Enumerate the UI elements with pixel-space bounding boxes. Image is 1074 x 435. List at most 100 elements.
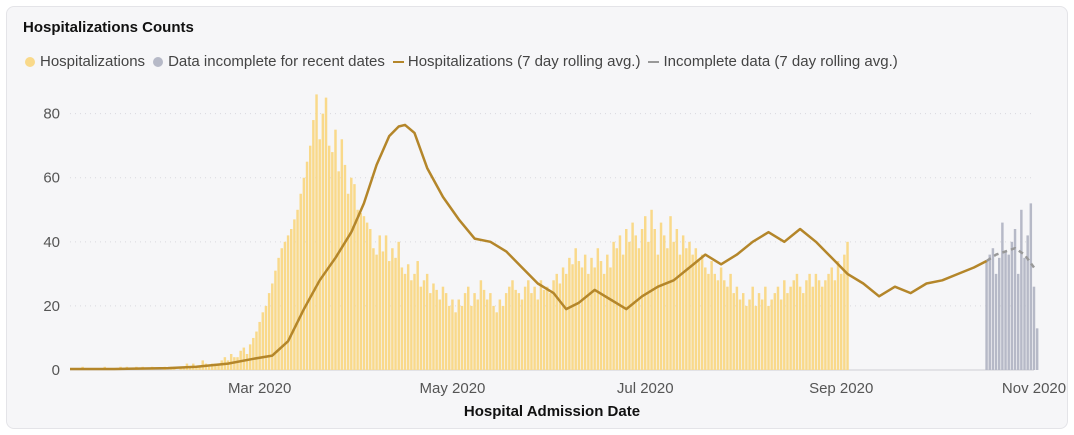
bar-hospitalizations — [492, 305, 495, 370]
bar-hospitalizations — [343, 164, 347, 370]
bar-hospitalizations — [754, 305, 758, 370]
bar-hospitalizations — [391, 248, 394, 370]
bar-hospitalizations — [536, 299, 540, 370]
bar-hospitalizations — [760, 299, 764, 370]
bar-hospitalizations — [255, 331, 258, 370]
bar-hospitalizations — [394, 257, 397, 370]
bar-hospitalizations — [741, 293, 745, 370]
bar-hospitalizations — [577, 261, 581, 370]
bar-hospitalizations — [672, 241, 675, 370]
bar-hospitalizations — [248, 344, 252, 370]
legend-item-rolling-avg[interactable]: Hospitalizations (7 day rolling avg.) — [392, 53, 641, 70]
bar-hospitalizations — [214, 363, 217, 370]
bar-hospitalizations — [571, 264, 574, 370]
bar-hospitalizations — [479, 280, 483, 370]
bar-hospitalizations — [824, 280, 827, 370]
bar-hospitalizations — [786, 293, 789, 370]
bar-incomplete — [1016, 273, 1020, 370]
legend-item-incomplete[interactable]: Data incomplete for recent dates — [153, 53, 385, 70]
bar-hospitalizations — [315, 94, 318, 370]
bar-hospitalizations — [226, 360, 230, 370]
bar-hospitalizations — [334, 129, 337, 370]
bar-hospitalizations — [757, 293, 761, 370]
bar-hospitalizations — [637, 248, 641, 370]
bar-hospitalizations — [422, 280, 426, 370]
x-tick-label: Sep 2020 — [809, 380, 873, 397]
bar-hospitalizations — [830, 267, 833, 370]
bar-hospitalizations — [564, 273, 568, 370]
bar-hospitalizations — [688, 241, 691, 370]
bar-hospitalizations — [558, 283, 562, 370]
bar-hospitalizations — [485, 299, 489, 370]
bar-hospitalizations — [599, 261, 603, 370]
x-tick-label: May 2020 — [420, 380, 486, 397]
bar-hospitalizations — [495, 312, 498, 370]
bar-hospitalizations — [609, 267, 612, 370]
bar-hospitalizations — [606, 254, 609, 370]
bar-hospitalizations — [776, 286, 780, 370]
legend-line-rolling-avg — [392, 60, 404, 63]
bar-hospitalizations — [362, 216, 366, 370]
bar-hospitalizations — [277, 257, 280, 370]
bar-hospitalizations — [340, 139, 344, 370]
legend-item-hospitalizations[interactable]: Hospitalizations — [25, 53, 145, 70]
bar-hospitalizations — [700, 254, 704, 370]
bar-hospitalizations — [460, 305, 464, 370]
bar-hospitalizations — [365, 222, 369, 370]
bar-hospitalizations — [640, 229, 644, 370]
bar-hospitalizations — [467, 286, 470, 370]
legend-item-incomplete-avg[interactable]: Incomplete data (7 day rolling avg.) — [648, 53, 898, 70]
bar-hospitalizations — [798, 286, 802, 370]
bar-incomplete — [1004, 251, 1007, 370]
bar-hospitalizations — [245, 353, 249, 370]
bar-hospitalizations — [792, 280, 796, 370]
bar-hospitalizations — [779, 299, 783, 370]
bar-hospitalizations — [302, 177, 306, 370]
bar-hospitalizations — [593, 267, 596, 370]
bar-hospitalizations — [587, 273, 590, 370]
bar-hospitalizations — [710, 261, 713, 370]
bar-hospitalizations — [451, 299, 454, 370]
bar-hospitalizations — [274, 270, 277, 370]
bar-hospitalizations — [533, 286, 536, 370]
bar-hospitalizations — [621, 254, 625, 370]
bar-hospitalizations — [602, 273, 606, 370]
bar-hospitalizations — [666, 248, 669, 370]
bar-hospitalizations — [425, 273, 429, 370]
bar-hospitalizations — [662, 235, 666, 370]
legend-label-rolling-avg: Hospitalizations (7 day rolling avg.) — [407, 53, 641, 70]
bar-hospitalizations — [308, 145, 312, 370]
bar-hospitalizations — [473, 293, 476, 370]
bar-hospitalizations — [511, 280, 514, 370]
bar-hospitalizations — [770, 299, 773, 370]
bar-hospitalizations — [618, 235, 622, 370]
legend-label-incomplete: Data incomplete for recent dates — [168, 53, 385, 70]
bar-hospitalizations — [732, 293, 735, 370]
bar-hospitalizations — [839, 273, 843, 370]
bar-hospitalizations — [814, 273, 818, 370]
bar-hospitalizations — [271, 283, 274, 370]
bar-hospitalizations — [413, 273, 416, 370]
bar-hospitalizations — [656, 254, 660, 370]
bar-hospitalizations — [691, 254, 694, 370]
legend-dot-hospitalizations — [25, 56, 35, 67]
y-tick-label: 80 — [43, 106, 60, 123]
legend-label-incomplete-avg: Incomplete data (7 day rolling avg.) — [663, 53, 898, 70]
bar-hospitalizations — [283, 241, 287, 370]
bar-hospitalizations — [669, 216, 672, 370]
bar-hospitalizations — [207, 366, 211, 370]
bar-hospitalizations — [615, 248, 619, 370]
bar-hospitalizations — [795, 273, 799, 370]
bar-incomplete — [1007, 254, 1010, 370]
bar-hospitalizations — [346, 193, 350, 370]
bar-hospitalizations — [542, 289, 546, 370]
bar-hospitalizations — [454, 312, 457, 370]
bar-hospitalizations — [751, 286, 754, 370]
bar-hospitalizations — [719, 267, 723, 370]
bar-hospitalizations — [324, 97, 328, 370]
bar-incomplete — [985, 261, 988, 370]
bar-hospitalizations — [514, 289, 517, 370]
bar-hospitalizations — [707, 273, 710, 370]
bar-hospitalizations — [293, 219, 296, 370]
y-tick-label: 0 — [52, 362, 60, 379]
